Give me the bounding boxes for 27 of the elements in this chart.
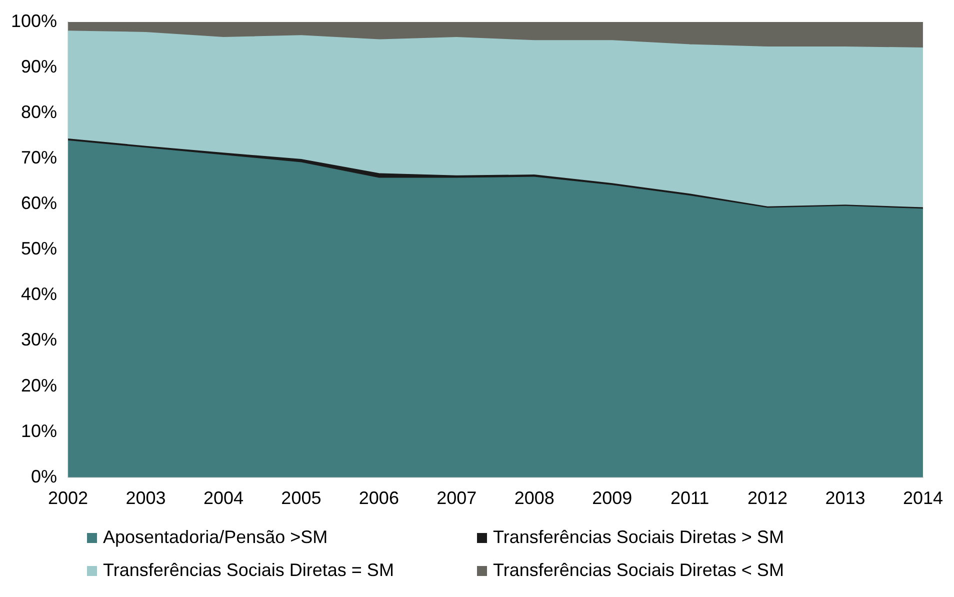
x-tick-label: 2014 bbox=[902, 488, 943, 508]
y-tick-label: 30% bbox=[21, 330, 58, 350]
y-tick-label: 40% bbox=[21, 284, 58, 304]
x-tick-label: 2006 bbox=[358, 488, 399, 508]
legend-label: Transferências Sociais Diretas < SM bbox=[493, 560, 784, 581]
x-tick-label: 2003 bbox=[126, 488, 166, 508]
y-tick-label: 50% bbox=[21, 238, 58, 259]
legend-label: Transferências Sociais Diretas > SM bbox=[493, 527, 784, 548]
y-tick-label: 20% bbox=[21, 375, 58, 396]
x-tick-label: 2011 bbox=[670, 488, 710, 508]
legend-label: Aposentadoria/Pensão >SM bbox=[103, 527, 328, 548]
y-tick-label: 70% bbox=[21, 148, 58, 168]
x-tick-label: 2002 bbox=[48, 488, 88, 508]
legend-label: Transferências Sociais Diretas = SM bbox=[103, 560, 394, 581]
y-tick-label: 80% bbox=[21, 102, 58, 122]
y-tick-label: 90% bbox=[21, 56, 58, 77]
y-tick-label: 0% bbox=[31, 466, 58, 486]
x-tick-label: 2004 bbox=[203, 488, 244, 508]
x-tick-label: 2008 bbox=[514, 488, 554, 508]
y-tick-label: 100% bbox=[10, 10, 58, 31]
x-tick-label: 2013 bbox=[825, 488, 866, 508]
x-tick-label: 2007 bbox=[436, 488, 477, 508]
y-tick-label: 60% bbox=[21, 193, 58, 214]
y-tick-label: 10% bbox=[21, 420, 58, 441]
x-tick-label: 2012 bbox=[748, 488, 788, 508]
x-tick-label: 2009 bbox=[592, 488, 632, 508]
x-tick-label: 2005 bbox=[281, 488, 322, 508]
